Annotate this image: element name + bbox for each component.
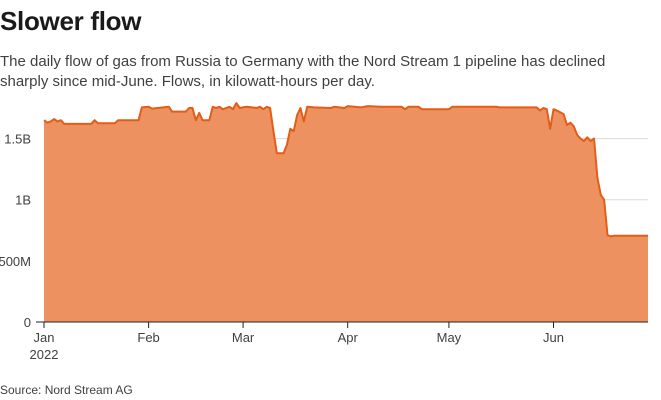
x-axis: Jan 2022 Feb Mar Apr May Jun <box>30 321 648 362</box>
x-tick-label: Jun <box>543 330 564 345</box>
x-tick-label: Apr <box>338 330 359 345</box>
series-line <box>43 102 648 238</box>
y-tick-label: 500M <box>0 254 31 269</box>
chart-subtitle: The daily flow of gas from Russia to Ger… <box>0 53 606 90</box>
y-tick-label: 1B <box>15 193 31 208</box>
data-series <box>43 102 648 322</box>
y-tick-label: 0 <box>24 315 31 330</box>
x-tick-label: Jan <box>34 330 55 345</box>
x-tick-label: May <box>437 330 462 345</box>
x-tick-sublabel: 2022 <box>30 347 59 362</box>
series-area <box>44 103 648 322</box>
area-chart: 0 500M 1B 1.5B Jan 2022 Feb Mar Apr May Jun <box>0 102 648 362</box>
x-tick-label: Feb <box>137 330 159 345</box>
x-tick-label: Mar <box>232 330 255 345</box>
y-axis: 0 500M 1B 1.5B <box>0 132 31 330</box>
source-note: Source: Nord Stream AG <box>0 383 133 397</box>
y-tick-label: 1.5B <box>4 132 31 147</box>
chart-title: Slower flow <box>0 6 142 36</box>
